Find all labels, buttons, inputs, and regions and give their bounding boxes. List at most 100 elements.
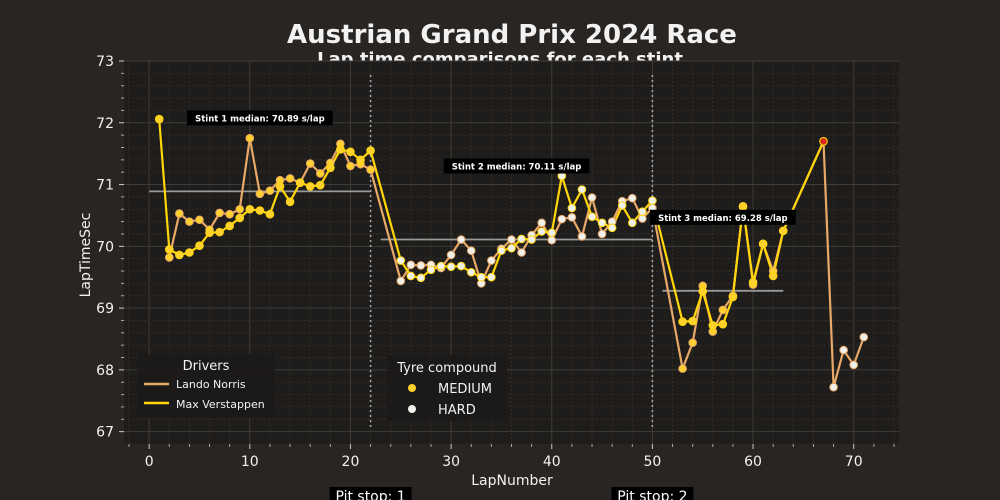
data-point <box>285 197 295 207</box>
data-point <box>265 186 275 196</box>
data-point <box>185 248 194 257</box>
legend-drivers-box <box>137 354 275 418</box>
pit-stop-lines <box>369 75 654 430</box>
data-point <box>477 272 486 282</box>
data-point <box>255 206 265 215</box>
data-point <box>587 212 597 221</box>
data-point <box>215 208 224 218</box>
data-point <box>527 235 536 244</box>
data-point <box>638 207 647 217</box>
data-point <box>567 203 577 213</box>
data-point <box>597 229 607 239</box>
legend-marker-hard <box>408 405 416 413</box>
pit-stop-label: Pit stop: 1 <box>335 489 405 500</box>
data-point <box>497 246 506 255</box>
y-axis-label: LapTimeSec <box>78 213 94 298</box>
data-point <box>185 217 194 226</box>
x-tick-label: 40 <box>543 454 561 470</box>
x-axis-label: LapNumber <box>471 473 553 489</box>
data-point <box>627 193 637 203</box>
data-point <box>315 169 325 178</box>
data-point <box>175 250 184 260</box>
pit-stop-labels: Pit stop: 1 Pit stop: 2 <box>329 487 694 500</box>
data-point <box>748 277 758 287</box>
chart-title: Austrian Grand Prix 2024 Race <box>287 20 737 50</box>
data-point <box>225 209 234 219</box>
data-point <box>436 261 446 271</box>
x-tick-label: 70 <box>845 454 863 470</box>
y-tick-label: 72 <box>96 116 114 132</box>
data-point <box>265 209 275 219</box>
data-point <box>487 256 496 265</box>
data-point <box>366 165 375 175</box>
data-point <box>839 345 848 355</box>
data-point <box>416 273 426 283</box>
legend-label-medium: MEDIUM <box>438 382 492 397</box>
y-tick-label: 73 <box>96 54 114 70</box>
y-tick-label: 69 <box>96 301 114 317</box>
legend-label-verstappen: Max Verstappen <box>176 398 265 411</box>
data-point <box>819 137 828 146</box>
data-point <box>487 272 496 282</box>
data-point <box>456 235 466 244</box>
data-point <box>305 182 315 191</box>
x-tick-label: 10 <box>241 454 259 470</box>
data-point <box>607 223 617 233</box>
median-annotation-box <box>187 110 333 126</box>
data-point <box>275 182 285 191</box>
data-point <box>164 245 174 254</box>
data-point <box>678 317 687 326</box>
data-point <box>396 276 406 286</box>
data-point <box>688 316 697 326</box>
data-point <box>577 232 587 241</box>
data-point <box>537 227 546 236</box>
data-point <box>356 155 365 165</box>
data-point <box>678 364 687 373</box>
data-point <box>517 248 526 257</box>
legend-tyres-title: Tyre compound <box>396 361 497 376</box>
data-point <box>758 239 768 249</box>
data-point <box>225 221 234 231</box>
legend-tyres-box <box>387 355 507 421</box>
data-point <box>205 228 214 238</box>
y-tick-label: 70 <box>96 239 114 255</box>
data-point <box>557 214 567 224</box>
data-point <box>446 262 456 272</box>
data-point <box>255 189 265 199</box>
data-point <box>245 204 255 214</box>
data-point <box>597 218 607 228</box>
legend-tyres: Tyre compound MEDIUM HARD <box>387 355 507 421</box>
data-point <box>517 234 526 244</box>
data-point <box>466 246 476 255</box>
data-point <box>164 253 174 262</box>
data-point <box>396 256 406 265</box>
data-point <box>648 196 657 205</box>
legend-marker-medium <box>408 384 416 392</box>
data-point <box>336 145 345 154</box>
data-point <box>426 265 436 275</box>
data-point <box>547 228 557 238</box>
x-tick-label: 60 <box>744 454 762 470</box>
data-point <box>366 146 375 155</box>
data-point <box>617 201 627 210</box>
data-point <box>708 321 718 330</box>
pit-stop-label-box <box>611 487 694 500</box>
data-point <box>406 260 416 270</box>
data-point <box>346 161 355 171</box>
pit-stop-label: Pit stop: 2 <box>617 489 687 500</box>
median-annotation-text: Stint 2 median: 70.11 s/lap <box>452 163 582 173</box>
median-annotation-box <box>650 209 796 225</box>
median-annotation-box <box>443 158 590 174</box>
series-points <box>154 114 869 392</box>
data-point <box>718 319 728 329</box>
data-point <box>507 235 516 244</box>
data-point <box>446 250 456 260</box>
data-point <box>768 271 778 281</box>
x-tick-label: 50 <box>643 454 661 470</box>
data-point <box>195 241 204 251</box>
data-point <box>537 218 546 228</box>
median-annotations: Stint 1 median: 70.89 s/lap Stint 2 media… <box>187 110 796 225</box>
data-point <box>235 213 245 223</box>
data-point <box>315 180 325 190</box>
